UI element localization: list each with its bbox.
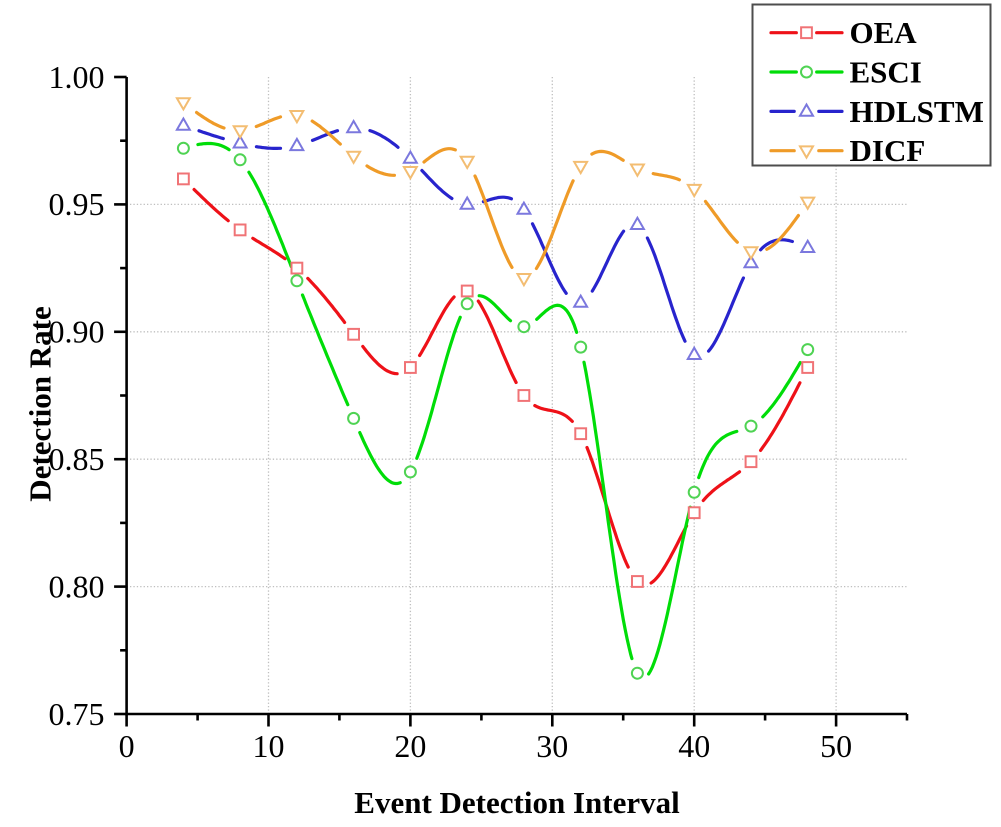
svg-text:0: 0 <box>119 728 135 764</box>
svg-text:50: 50 <box>820 728 852 764</box>
svg-text:0.85: 0.85 <box>49 441 105 477</box>
svg-text:OEA: OEA <box>850 15 918 50</box>
svg-text:0.75: 0.75 <box>49 696 105 732</box>
svg-text:HDLSTM: HDLSTM <box>850 94 984 129</box>
svg-text:0.95: 0.95 <box>49 186 105 222</box>
svg-text:10: 10 <box>253 728 285 764</box>
svg-text:1.00: 1.00 <box>49 59 105 95</box>
svg-text:Event Detection Interval: Event Detection Interval <box>354 785 680 820</box>
svg-text:ESCI: ESCI <box>850 55 922 90</box>
svg-text:30: 30 <box>536 728 568 764</box>
svg-text:40: 40 <box>678 728 710 764</box>
svg-text:Detection Rate: Detection Rate <box>23 306 58 501</box>
svg-text:DICF: DICF <box>850 133 926 168</box>
svg-text:0.80: 0.80 <box>49 568 105 604</box>
svg-text:20: 20 <box>394 728 426 764</box>
svg-text:0.90: 0.90 <box>49 314 105 350</box>
